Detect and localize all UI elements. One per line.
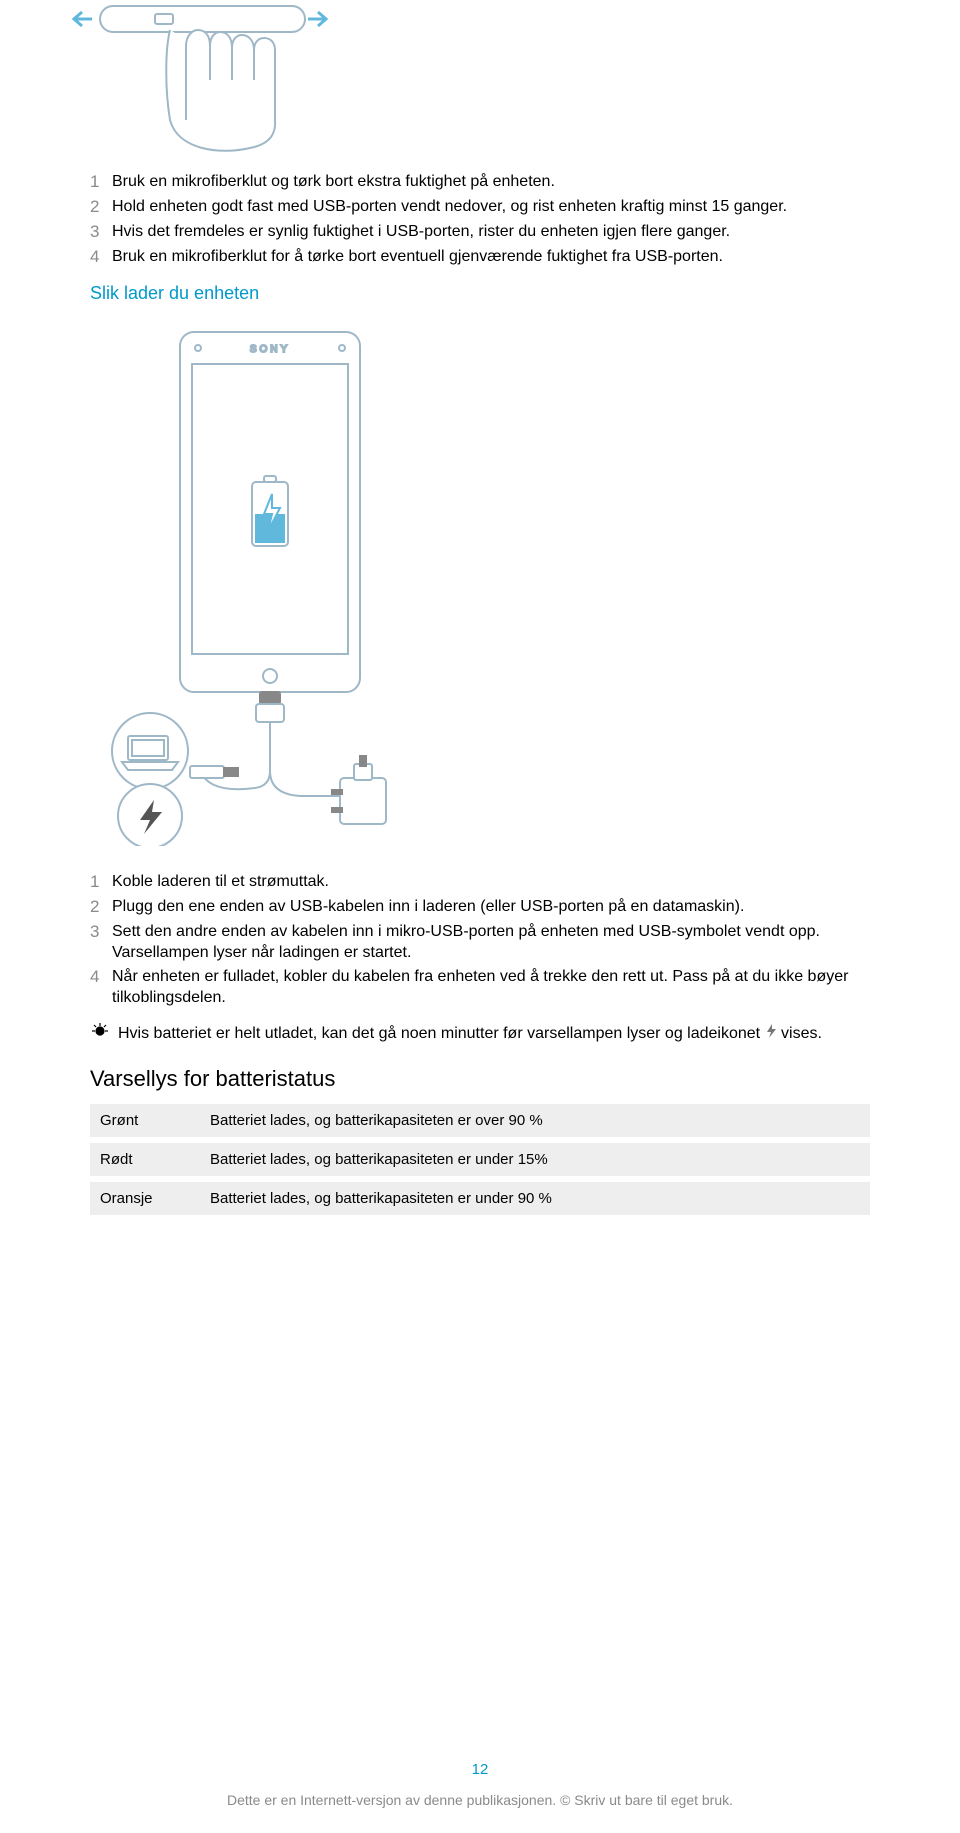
dry-steps-list: 1Bruk en mikrofiberklut og tørk bort eks…: [90, 171, 870, 269]
svg-text:SONY: SONY: [250, 344, 290, 355]
status-desc: Batteriet lades, og batterikapasiteten e…: [200, 1104, 870, 1140]
table-row: Oransje Batteriet lades, og batterikapas…: [90, 1179, 870, 1218]
step-num: 1: [90, 171, 112, 194]
charge-subheading: Slik lader du enheten: [90, 283, 870, 304]
status-heading: Varsellys for batteristatus: [90, 1066, 870, 1092]
step-num: 4: [90, 966, 112, 989]
step-text: Bruk en mikrofiberklut og tørk bort ekst…: [112, 171, 870, 193]
status-label: Grønt: [90, 1104, 200, 1140]
step-num: 4: [90, 246, 112, 269]
status-desc: Batteriet lades, og batterikapasiteten e…: [200, 1179, 870, 1218]
status-desc: Batteriet lades, og batterikapasiteten e…: [200, 1140, 870, 1179]
step-text: Hold enheten godt fast med USB-porten ve…: [112, 196, 870, 218]
step-num: 3: [90, 921, 112, 944]
step-num: 1: [90, 871, 112, 894]
step-num: 3: [90, 221, 112, 244]
footer-text: Dette er en Internett-versjon av denne p…: [0, 1792, 960, 1808]
status-label: Rødt: [90, 1140, 200, 1179]
page-number: 12: [0, 1761, 960, 1778]
tip-text: Hvis batteriet er helt utladet, kan det …: [118, 1023, 870, 1045]
tip-pre: Hvis batteriet er helt utladet, kan det …: [118, 1025, 765, 1042]
tip-post: vises.: [777, 1025, 822, 1042]
step-text: Koble laderen til et strømuttak.: [112, 871, 870, 893]
lightbulb-icon: [90, 1023, 118, 1048]
dry-device-illustration: [70, 0, 330, 160]
status-label: Oransje: [90, 1179, 200, 1218]
tip-row: Hvis batteriet er helt utladet, kan det …: [90, 1023, 870, 1048]
step-text: Bruk en mikrofiberklut for å tørke bort …: [112, 246, 870, 268]
step-text: Hvis det fremdeles er synlig fuktighet i…: [112, 221, 870, 243]
step-text: Sett den andre enden av kabelen inn i mi…: [112, 921, 870, 964]
step-text: Når enheten er fulladet, kobler du kabel…: [112, 966, 870, 1009]
table-row: Grønt Batteriet lades, og batterikapasit…: [90, 1104, 870, 1140]
step-num: 2: [90, 896, 112, 919]
bolt-icon: [765, 1023, 777, 1037]
charge-steps-list: 1Koble laderen til et strømuttak. 2Plugg…: [90, 871, 870, 1009]
step-num: 2: [90, 196, 112, 219]
charge-device-illustration: SONY: [90, 326, 400, 846]
battery-status-table: Grønt Batteriet lades, og batterikapasit…: [90, 1104, 870, 1221]
step-text: Plugg den ene enden av USB-kabelen inn i…: [112, 896, 870, 918]
table-row: Rødt Batteriet lades, og batterikapasite…: [90, 1140, 870, 1179]
